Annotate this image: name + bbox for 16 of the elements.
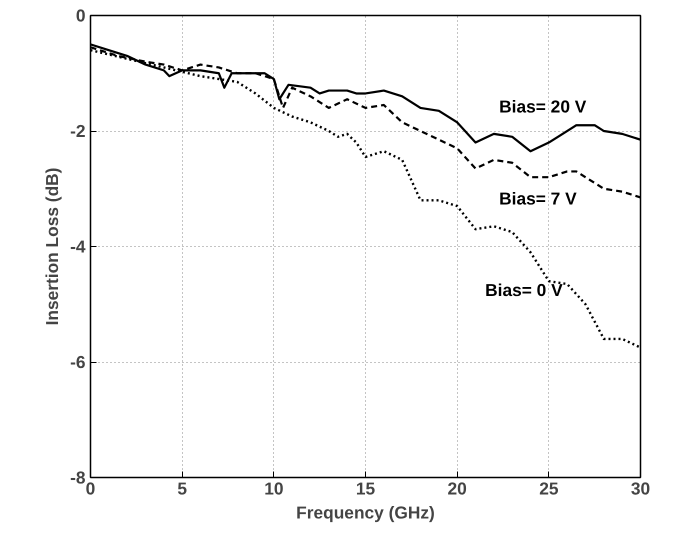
- x-axis-title: Frequency (GHz): [296, 502, 435, 522]
- x-tick-label: 20: [448, 478, 467, 498]
- x-tick-label: 15: [356, 478, 376, 498]
- y-tick-label: 0: [76, 6, 86, 26]
- x-tick-label: 10: [264, 478, 284, 498]
- x-tick-label: 30: [630, 478, 650, 498]
- x-tick-label: 5: [177, 478, 188, 498]
- y-tick-label: -4: [70, 236, 86, 256]
- series-label: Bias= 20 V: [499, 96, 587, 117]
- series-label: Bias= 7 V: [499, 188, 578, 209]
- y-tick-label: -8: [70, 468, 86, 488]
- y-tick-label: -6: [70, 352, 86, 372]
- series-label: Bias= 0 V: [485, 280, 564, 300]
- y-tick-label: -2: [70, 121, 86, 141]
- y-axis-title: Insertion Loss (dB): [42, 168, 62, 326]
- x-tick-label: 25: [539, 478, 559, 498]
